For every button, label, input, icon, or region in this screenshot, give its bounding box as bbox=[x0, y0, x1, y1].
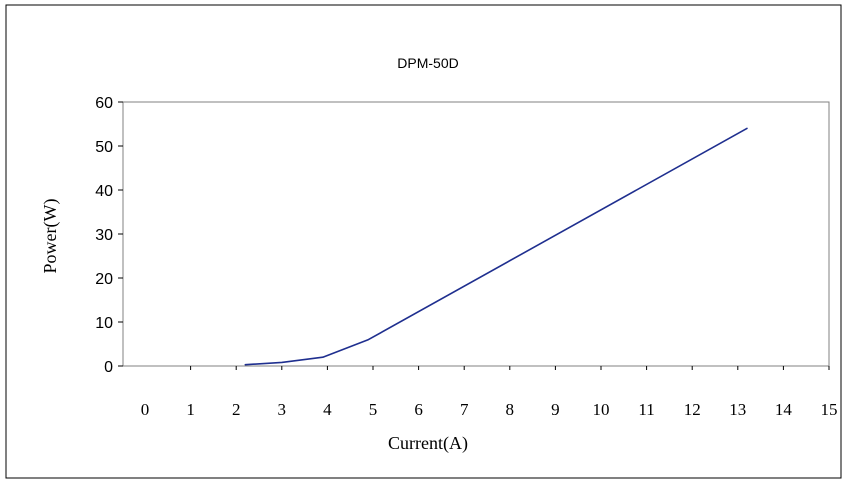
plot-area bbox=[122, 101, 830, 367]
y-tick-label: 20 bbox=[95, 271, 113, 288]
x-tick-label: 6 bbox=[414, 400, 423, 419]
y-axis-label: Power(W) bbox=[40, 199, 61, 274]
y-tick-label: 0 bbox=[104, 359, 113, 376]
x-tick-label: 12 bbox=[684, 400, 701, 419]
x-tick-label: 9 bbox=[551, 400, 560, 419]
x-tick-label: 10 bbox=[593, 400, 610, 419]
x-tick-label: 15 bbox=[821, 400, 838, 419]
x-tick-label: 0 bbox=[141, 400, 150, 419]
x-axis-ticks: 0 1 2 3 4 5 6 7 8 9 10 11 12 13 14 15 bbox=[141, 366, 838, 419]
x-tick-label: 13 bbox=[729, 400, 746, 419]
y-tick-label: 10 bbox=[95, 315, 113, 332]
chart-title: DPM-50D bbox=[397, 55, 458, 71]
x-tick-label: 2 bbox=[232, 400, 241, 419]
x-tick-label: 7 bbox=[460, 400, 469, 419]
x-tick-label: 14 bbox=[775, 400, 793, 419]
x-tick-label: 11 bbox=[638, 400, 654, 419]
y-tick-label: 50 bbox=[95, 139, 113, 156]
y-tick-label: 60 bbox=[95, 95, 113, 112]
series-line-0 bbox=[244, 127, 748, 366]
x-axis-label: Current(A) bbox=[388, 433, 468, 454]
y-tick-label: 40 bbox=[95, 183, 113, 200]
x-tick-label: 4 bbox=[323, 400, 332, 419]
series-layer bbox=[244, 127, 748, 366]
x-tick-label: 5 bbox=[369, 400, 378, 419]
x-tick-label: 8 bbox=[506, 400, 515, 419]
x-tick-label: 3 bbox=[278, 400, 287, 419]
y-axis-ticks: 0 10 20 30 40 50 60 bbox=[95, 95, 123, 376]
y-tick-label: 30 bbox=[95, 227, 113, 244]
x-tick-label: 1 bbox=[186, 400, 195, 419]
